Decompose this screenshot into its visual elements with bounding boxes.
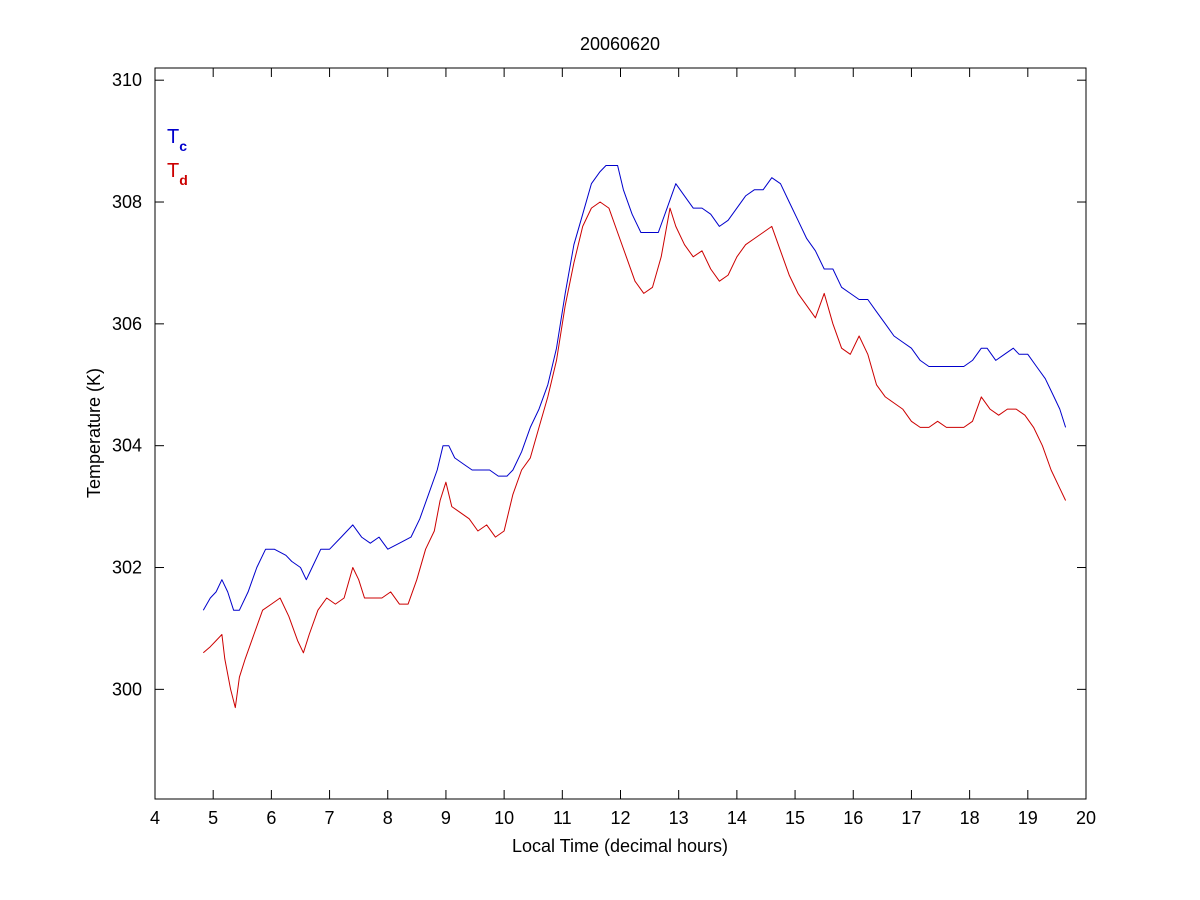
x-tick-label: 15 bbox=[785, 808, 805, 828]
legend-subscript: c bbox=[179, 138, 187, 154]
x-tick-label: 9 bbox=[441, 808, 451, 828]
x-tick-label: 4 bbox=[150, 808, 160, 828]
plot-area bbox=[154, 67, 1087, 800]
series-line-Td bbox=[202, 201, 1067, 709]
legend-subscript: d bbox=[179, 172, 188, 188]
x-tick-label: 13 bbox=[669, 808, 689, 828]
series-group bbox=[202, 165, 1067, 709]
x-tick-label: 7 bbox=[325, 808, 335, 828]
x-tick-label: 5 bbox=[208, 808, 218, 828]
x-tick-label: 19 bbox=[1018, 808, 1038, 828]
x-axis-label: Local Time (decimal hours) bbox=[512, 836, 728, 856]
y-tick-label: 302 bbox=[112, 558, 142, 578]
legend-entry-Td: Td bbox=[167, 160, 188, 188]
x-tick-label: 20 bbox=[1076, 808, 1096, 828]
y-axis: 300 302 304 306 308 310 bbox=[112, 70, 1086, 699]
y-axis-label: Temperature (K) bbox=[84, 368, 104, 498]
legend-symbol: T bbox=[167, 126, 179, 148]
y-tick-label: 310 bbox=[112, 70, 142, 90]
x-tick-label: 8 bbox=[383, 808, 393, 828]
y-tick-label: 304 bbox=[112, 436, 142, 456]
x-tick-label: 12 bbox=[610, 808, 630, 828]
x-tick-label: 14 bbox=[727, 808, 747, 828]
series-line-Tc bbox=[202, 165, 1067, 611]
y-tick-label: 308 bbox=[112, 192, 142, 212]
x-tick-label: 11 bbox=[553, 808, 572, 828]
x-axis: 4 5 6 7 8 9 10 11 12 13 14 15 16 17 18 19 20 bbox=[150, 68, 1096, 828]
x-tick-label: 6 bbox=[266, 808, 276, 828]
legend-entry-Tc: Tc bbox=[167, 126, 187, 154]
legend-symbol: T bbox=[167, 160, 179, 182]
y-tick-label: 300 bbox=[112, 679, 142, 699]
x-tick-label: 17 bbox=[901, 808, 921, 828]
y-tick-label: 306 bbox=[112, 314, 142, 334]
x-tick-label: 16 bbox=[843, 808, 863, 828]
chart-title: 20060620 bbox=[580, 34, 660, 54]
x-tick-label: 18 bbox=[960, 808, 980, 828]
x-tick-label: 10 bbox=[494, 808, 514, 828]
